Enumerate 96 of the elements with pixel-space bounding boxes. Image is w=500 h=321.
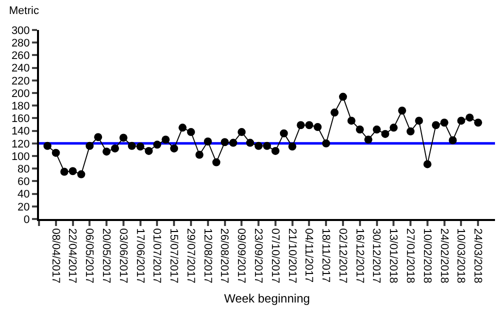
x-tick-label: 09/09/2017	[235, 228, 248, 284]
point	[246, 138, 254, 147]
point	[187, 128, 195, 136]
x-tick-label: 29/07/2017	[184, 228, 196, 284]
x-tick-label: 12/08/2017	[201, 228, 214, 284]
x-tick-label: 24/02/2018	[438, 228, 450, 284]
point	[263, 142, 271, 150]
x-tick-label: 26/08/2017	[218, 228, 230, 284]
x-tick-label: 22/04/2017	[66, 228, 78, 284]
y-tick-label: 100	[11, 150, 30, 163]
y-tick-label: 220	[11, 75, 30, 88]
point	[170, 144, 178, 152]
point	[220, 138, 229, 146]
y-tick-label: 260	[11, 50, 30, 62]
point	[280, 129, 288, 138]
point	[77, 170, 86, 178]
point	[347, 116, 356, 125]
point	[94, 133, 102, 142]
y-axis-title: Metric	[9, 5, 40, 17]
x-tick-label: 30/12/2017	[370, 228, 382, 284]
point	[322, 139, 330, 148]
point	[356, 126, 364, 134]
y-tick-label: 240	[11, 62, 30, 75]
x-tick-label: 08/04/2017	[49, 228, 62, 284]
x-tick-label: 10/03/2018	[454, 228, 467, 284]
point	[406, 127, 415, 136]
point	[238, 128, 246, 136]
point	[314, 123, 322, 132]
y-tick-label: 180	[11, 100, 30, 112]
x-tick-label: 02/12/2017	[336, 228, 348, 284]
y-tick-label: 120	[11, 138, 30, 150]
x-tick-label: 16/12/2017	[353, 228, 366, 284]
x-tick-label: 03/06/2017	[116, 228, 129, 284]
x-tick-label: 06/05/2017	[83, 228, 96, 284]
x-tick-label: 15/07/2017	[168, 228, 180, 284]
x-tick-label: 18/11/2017	[320, 228, 332, 282]
point	[178, 124, 187, 132]
x-tick-label: 27/01/2018	[404, 228, 416, 284]
point	[423, 160, 432, 168]
y-tick-label: 160	[11, 113, 30, 126]
point	[390, 124, 398, 132]
point	[68, 167, 77, 176]
point	[111, 144, 119, 152]
x-tick-label: 20/05/2017	[100, 228, 112, 284]
point	[415, 116, 423, 125]
point	[364, 136, 372, 144]
x-tick-label: 17/06/2017	[134, 228, 146, 284]
y-tick-label: 80	[18, 163, 30, 176]
x-tick-label: 24/03/2018	[472, 228, 484, 284]
y-tick-label: 140	[11, 126, 30, 138]
point	[144, 146, 153, 155]
point	[381, 130, 390, 138]
point	[212, 158, 220, 166]
point	[153, 140, 162, 149]
point	[128, 142, 136, 150]
point	[440, 118, 448, 127]
point	[466, 114, 474, 122]
y-tick-label: 300	[11, 24, 30, 37]
point	[296, 121, 305, 130]
y-tick-label: 40	[18, 188, 30, 201]
point	[254, 142, 263, 150]
point	[288, 142, 296, 151]
point	[162, 136, 170, 144]
y-tick-label: 20	[18, 201, 30, 214]
point	[60, 168, 68, 176]
x-tick-label: 01/07/2017	[150, 228, 163, 284]
y-tick-label: 200	[11, 88, 30, 100]
point	[102, 148, 111, 156]
point	[204, 138, 212, 146]
point	[398, 106, 406, 115]
point	[305, 121, 314, 130]
x-tick-label: 04/11/2017	[302, 228, 315, 282]
y-tick-label: 60	[18, 176, 30, 188]
point	[52, 148, 60, 157]
point	[195, 150, 204, 159]
point	[372, 126, 381, 134]
point	[448, 136, 457, 144]
x-tick-label: 07/10/2017	[268, 228, 281, 284]
point	[136, 142, 144, 151]
x-tick-label: 23/09/2017	[252, 228, 264, 284]
point	[474, 118, 482, 127]
x-tick-label: 13/01/2018	[387, 228, 400, 284]
x-axis-title: Week beginning	[224, 292, 310, 306]
point	[432, 121, 440, 130]
point	[43, 142, 52, 150]
x-tick-label: 21/10/2017	[286, 228, 298, 284]
point	[339, 92, 347, 101]
point	[229, 138, 238, 147]
point	[457, 116, 466, 125]
y-tick-label: 0	[24, 214, 30, 226]
point	[119, 134, 128, 142]
x-tick-label: 10/02/2018	[420, 228, 433, 284]
point	[86, 142, 94, 150]
point	[330, 108, 339, 117]
y-tick-label: 280	[11, 37, 30, 50]
point	[271, 146, 280, 155]
